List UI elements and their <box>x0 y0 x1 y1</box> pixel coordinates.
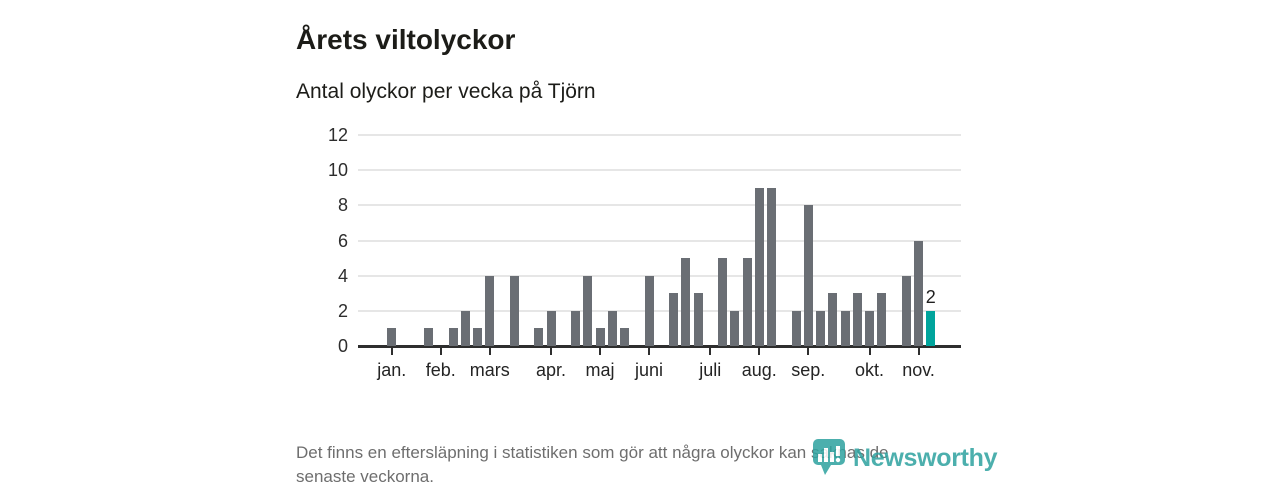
x-axis-label: okt. <box>855 360 885 380</box>
bar <box>718 258 728 346</box>
bar <box>448 328 458 346</box>
newsworthy-wordmark: Newsworthy <box>853 443 998 472</box>
x-axis-label: apr. <box>536 360 567 380</box>
bar <box>754 187 764 346</box>
y-axis-label: 0 <box>337 336 348 356</box>
bar <box>424 328 434 346</box>
bar <box>460 310 470 346</box>
bar <box>767 187 777 346</box>
gridline <box>358 239 961 242</box>
x-axis-tick <box>709 348 712 355</box>
x-axis-tick <box>807 348 810 355</box>
bar <box>620 328 630 346</box>
bar <box>803 205 813 346</box>
gridline <box>358 204 961 207</box>
x-axis-label: nov. <box>902 360 935 380</box>
bar <box>742 258 752 346</box>
x-axis-tick <box>868 348 871 355</box>
bar <box>901 275 911 346</box>
y-axis-label: 12 <box>327 125 348 145</box>
gridline <box>358 169 961 172</box>
x-axis-label: feb. <box>425 360 456 380</box>
footnote-line: Det finns en eftersläpning i statistiken… <box>296 443 889 462</box>
bar <box>669 293 679 346</box>
bar <box>828 293 838 346</box>
bar <box>509 275 519 346</box>
y-axis-label: 10 <box>327 160 348 181</box>
y-axis-label: 8 <box>337 195 348 216</box>
gridline <box>358 134 961 136</box>
bar <box>816 310 826 346</box>
x-axis-tick <box>599 348 602 355</box>
x-axis-label: juli <box>699 360 722 380</box>
bar <box>595 328 605 346</box>
x-axis-tick <box>648 348 651 355</box>
x-axis-line <box>358 345 961 348</box>
page-title: Årets viltolyckor <box>296 23 516 55</box>
bar <box>877 293 887 346</box>
x-axis-tick <box>758 348 761 355</box>
bar <box>865 310 875 346</box>
bar-highlighted <box>926 310 936 346</box>
footnote-line: senaste veckorna. <box>296 467 434 486</box>
newsworthy-logo: Newsworthy <box>812 438 998 478</box>
bar <box>693 293 703 346</box>
x-axis-tick <box>488 348 491 355</box>
bar <box>607 310 617 346</box>
bar <box>681 258 691 346</box>
x-axis-label: sep. <box>791 360 826 380</box>
bar <box>546 310 556 346</box>
chart-subtitle: Antal olyckor per vecka på Tjörn <box>296 80 596 103</box>
bar <box>840 310 850 346</box>
y-axis-label: 2 <box>337 300 348 321</box>
gridline <box>358 274 961 277</box>
y-axis-label: 4 <box>337 265 348 286</box>
bar <box>534 328 544 346</box>
bar <box>583 275 593 346</box>
bar <box>571 310 581 346</box>
newsworthy-badge-icon <box>812 438 846 478</box>
x-axis-label: aug. <box>741 360 777 380</box>
x-axis-label: maj <box>585 360 615 380</box>
bar <box>485 275 495 346</box>
bar <box>791 310 801 346</box>
x-axis-tick <box>550 348 553 355</box>
footnote: Det finns en eftersläpning i statistiken… <box>296 441 888 489</box>
bar <box>387 328 397 346</box>
value-label: 2 <box>925 286 936 307</box>
gridline <box>358 309 961 312</box>
bar <box>473 328 483 346</box>
y-axis-label: 6 <box>337 230 348 251</box>
bar <box>644 275 654 346</box>
x-axis-label: jan. <box>377 360 407 380</box>
bar <box>914 240 924 346</box>
x-axis-tick <box>439 348 442 355</box>
x-axis-label: mars <box>469 360 510 380</box>
x-axis-tick <box>917 348 920 355</box>
bar <box>852 293 862 346</box>
x-axis-tick <box>390 348 393 355</box>
x-axis-label: juni <box>635 360 664 380</box>
bar <box>730 310 740 346</box>
